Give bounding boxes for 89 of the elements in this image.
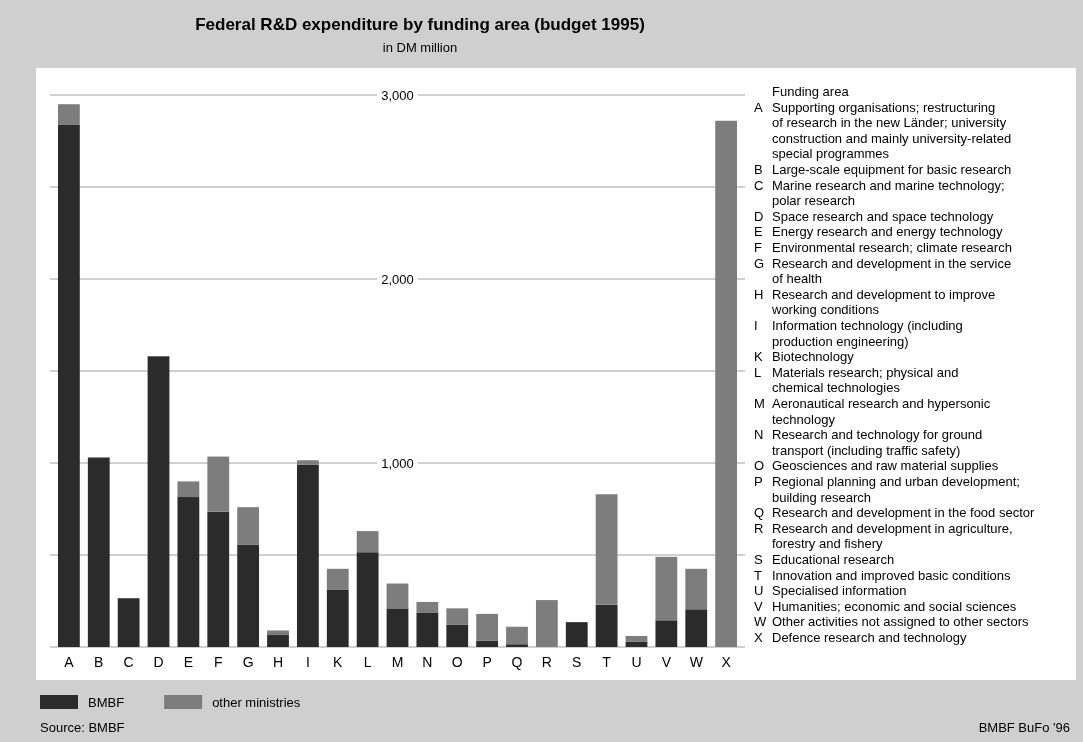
bar xyxy=(177,481,200,498)
text: X Defence research and technology xyxy=(754,630,967,645)
bar xyxy=(326,568,349,590)
bar xyxy=(446,608,469,625)
text: G Research and development in the service of health xyxy=(754,255,1012,287)
text: E Energy research and energy technology xyxy=(754,224,1004,240)
bar xyxy=(356,531,379,553)
bar xyxy=(326,589,349,647)
x-tick-label: T xyxy=(602,654,612,670)
x-tick-label: L xyxy=(363,654,372,670)
x-tick-label: I xyxy=(305,654,310,670)
x-tick-label: S xyxy=(572,654,582,670)
x-tick-label: M xyxy=(391,654,404,670)
x-tick-label: E xyxy=(183,654,194,670)
text: K Biotechnology xyxy=(754,349,855,365)
bar xyxy=(267,635,289,647)
bar xyxy=(386,608,409,647)
text: F Environmental research; climate research xyxy=(754,240,1012,255)
x-tick-label: P xyxy=(482,654,492,670)
x-tick-label: H xyxy=(272,654,284,670)
x-tick-label: O xyxy=(451,654,463,670)
bar xyxy=(296,464,319,647)
chart-title: Federal R&D expenditure by funding area (budget 1995) xyxy=(195,15,645,34)
bar xyxy=(416,612,439,647)
x-tick-label: C xyxy=(123,654,134,670)
bar xyxy=(416,601,439,613)
bar xyxy=(117,598,140,647)
y-tick-label: 3,000 xyxy=(381,87,414,103)
text: S Educational research xyxy=(754,552,895,567)
bar xyxy=(595,604,618,647)
bar xyxy=(207,511,230,647)
text: BMBF BuFo '96 xyxy=(978,720,1070,735)
chart-subtitle: in DM million xyxy=(382,40,458,55)
x-tick-label: U xyxy=(631,654,642,670)
text: Funding area xyxy=(772,84,850,99)
bar xyxy=(625,641,648,647)
bar xyxy=(565,622,588,647)
text: M Aeronautical research and hypersonic technology xyxy=(754,396,991,427)
y-tick-label: 2,000 xyxy=(381,271,414,287)
bar xyxy=(386,583,409,609)
text: B Large-scale equipment for basic research xyxy=(754,162,1012,177)
x-tick-label: V xyxy=(661,654,672,670)
bar xyxy=(237,544,260,647)
x-tick-label: Q xyxy=(511,654,523,670)
x-tick-label: W xyxy=(689,654,704,670)
text: T Innovation and improved basic conditions xyxy=(754,567,1011,583)
bar xyxy=(685,609,708,647)
bar xyxy=(356,552,379,647)
bar xyxy=(57,104,80,125)
bar xyxy=(147,356,170,647)
bar xyxy=(267,630,289,636)
text: Q Research and development in the food sector xyxy=(754,505,1035,521)
text: H Research and development to improve working conditions xyxy=(754,286,996,318)
bar xyxy=(476,613,499,641)
x-tick-label: D xyxy=(153,654,164,670)
legend-label: other ministries xyxy=(212,695,301,710)
bar xyxy=(685,568,708,610)
bar xyxy=(476,640,499,647)
bar xyxy=(655,620,678,647)
x-tick-label: R xyxy=(541,654,552,670)
text: L Materials research; physical and chemical technologies xyxy=(754,364,959,396)
x-tick-label: X xyxy=(721,654,732,670)
text: P Regional planning and urban development; building research xyxy=(754,474,1020,505)
bar xyxy=(87,457,110,647)
x-tick-label: N xyxy=(422,654,433,670)
x-tick-label: A xyxy=(64,654,75,670)
x-tick-label: K xyxy=(333,654,344,670)
text: C Marine research and marine technology; polar research xyxy=(754,177,1005,209)
x-tick-label: G xyxy=(242,654,254,670)
text: N Research and technology for ground transport (including traffic safety) xyxy=(754,427,983,458)
x-tick-label: F xyxy=(213,654,223,670)
text: W Other activities not assigned to other sectors xyxy=(754,614,1030,630)
bar xyxy=(506,644,528,647)
source-note: Source: BMBF xyxy=(40,720,125,735)
bar xyxy=(237,507,260,545)
text: I Information technology (including production engineering) xyxy=(754,318,963,349)
x-tick-label: B xyxy=(94,654,104,670)
text: U Specialised information xyxy=(754,583,907,599)
text: D Space research and space technology xyxy=(754,208,994,224)
bar xyxy=(446,624,469,647)
legend-label: BMBF xyxy=(88,695,125,710)
text: V Humanities; economic and social sciences xyxy=(754,598,1017,614)
bar xyxy=(177,497,200,647)
bar xyxy=(506,626,528,645)
bar xyxy=(57,124,80,647)
text: A Supporting organisations; restructuring of research in the new Länder; university construction and mainly university-related special programmes xyxy=(754,99,1012,162)
text: O Geosciences and raw material supplies xyxy=(754,458,999,474)
y-tick-label: 1,000 xyxy=(381,455,414,471)
text: R Research and development in agriculture, forestry and fishery xyxy=(754,520,1013,552)
